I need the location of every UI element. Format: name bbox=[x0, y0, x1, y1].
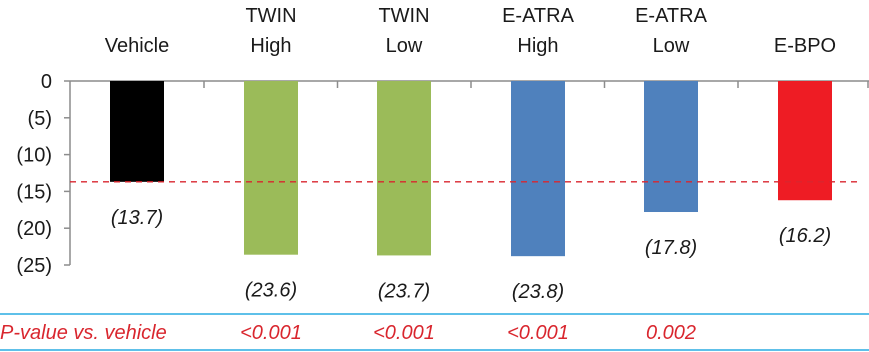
category-label: Vehicle bbox=[105, 35, 170, 57]
y-axis: 0 (5) (10) (15) (20) (25) bbox=[16, 71, 869, 277]
data-label: (16.2) bbox=[779, 225, 831, 247]
pvalue-row: P-value vs. vehicle <0.001 <0.001 <0.001 0.0… bbox=[0, 313, 869, 351]
category-label: E-ATRA bbox=[502, 5, 575, 27]
pvalue-cell: <0.001 bbox=[373, 322, 435, 344]
category-label: E-ATRA bbox=[635, 5, 708, 27]
bar bbox=[644, 81, 698, 213]
y-tick-label: (25) bbox=[16, 255, 52, 277]
category-label: TWIN bbox=[378, 5, 429, 27]
data-label: (23.6) bbox=[245, 280, 297, 302]
pvalue-cell: <0.001 bbox=[240, 322, 302, 344]
category-labels: Vehicle TWIN High TWIN Low E-ATRA High E-ATRA Lo… bbox=[105, 5, 836, 57]
bar bbox=[110, 81, 164, 182]
category-label: Low bbox=[653, 35, 690, 57]
y-tick-label: (10) bbox=[16, 145, 52, 167]
y-tick-label: 0 bbox=[41, 71, 52, 93]
bar bbox=[377, 81, 431, 256]
data-label: (23.7) bbox=[378, 280, 430, 302]
category-label: High bbox=[250, 35, 291, 57]
bar bbox=[244, 81, 298, 255]
pvalue-row-label: P-value vs. vehicle bbox=[0, 322, 167, 344]
bar bbox=[511, 81, 565, 257]
category-label: High bbox=[517, 35, 558, 57]
data-label: (23.8) bbox=[512, 281, 564, 303]
y-tick-label: (15) bbox=[16, 181, 52, 203]
bars bbox=[110, 81, 832, 257]
bar bbox=[778, 81, 832, 201]
category-label: Low bbox=[386, 35, 423, 57]
category-label: E-BPO bbox=[774, 35, 836, 57]
y-tick-label: (20) bbox=[16, 218, 52, 240]
pvalue-cell: 0.002 bbox=[646, 322, 696, 344]
data-labels: (13.7) (23.6) (23.7) (23.8) (17.8) (16.2) bbox=[111, 207, 831, 303]
data-label: (17.8) bbox=[645, 237, 697, 259]
y-tick-label: (5) bbox=[28, 108, 52, 130]
pvalue-cell: <0.001 bbox=[507, 322, 569, 344]
category-label: TWIN bbox=[245, 5, 296, 27]
data-label: (13.7) bbox=[111, 207, 163, 229]
